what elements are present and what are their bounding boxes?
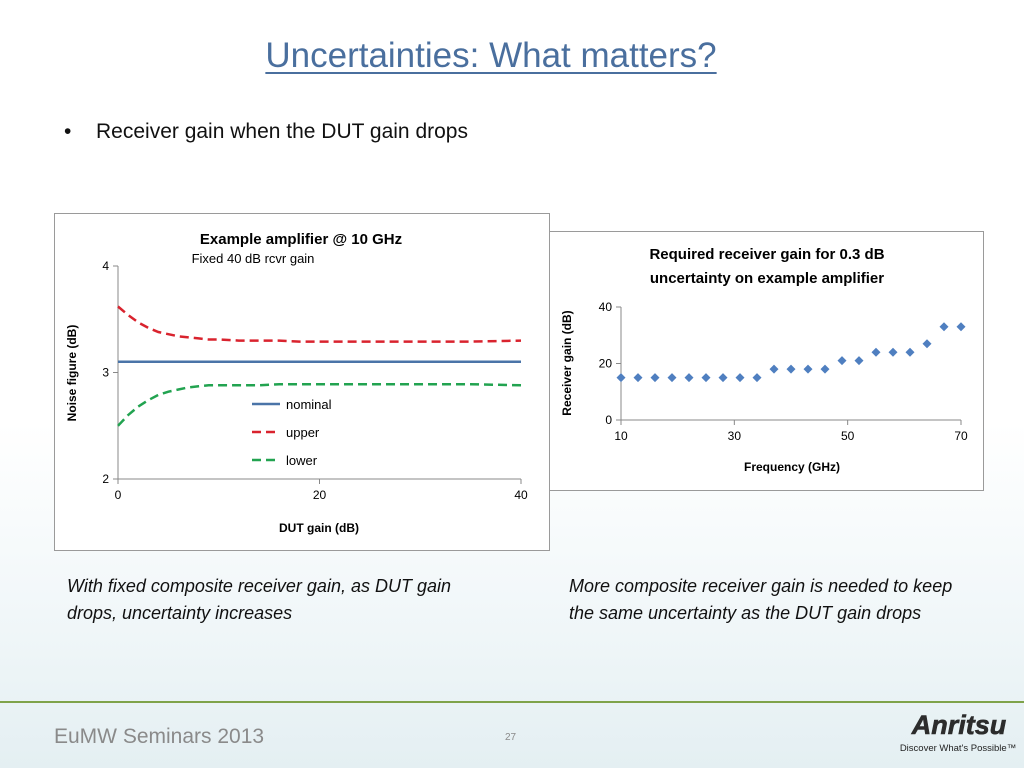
chart2-title-line-2: uncertainty on example amplifier bbox=[650, 270, 884, 287]
data-point-marker bbox=[939, 322, 949, 332]
slide-title: Uncertainties: What matters? bbox=[265, 36, 717, 75]
data-point-marker bbox=[769, 364, 779, 374]
chart1-y-tick-label: 2 bbox=[102, 472, 109, 486]
chart2-title-line-1: Required receiver gain for 0.3 dB bbox=[649, 246, 884, 263]
data-point-marker bbox=[616, 373, 626, 383]
caption-left: With fixed composite receiver gain, as D… bbox=[67, 576, 451, 623]
chart-noise-figure: Example amplifier @ 10 GHz Fixed 40 dB r… bbox=[54, 213, 550, 551]
data-point-marker bbox=[650, 373, 660, 383]
caption-right: More composite receiver gain is needed t… bbox=[569, 576, 953, 623]
data-point-marker bbox=[701, 373, 711, 383]
data-point-marker bbox=[735, 373, 745, 383]
logo-tagline: Discover What's Possible™ bbox=[900, 743, 1016, 754]
legend-label-lower: lower bbox=[286, 453, 318, 468]
data-point-marker bbox=[633, 373, 643, 383]
footer-divider bbox=[0, 701, 1024, 703]
data-point-marker bbox=[905, 347, 915, 357]
chart1-title: Example amplifier @ 10 GHz bbox=[200, 231, 402, 248]
chart-noise-figure-svg: Example amplifier @ 10 GHz Fixed 40 dB r… bbox=[65, 231, 528, 535]
chart2-xlabel: Frequency (GHz) bbox=[744, 460, 840, 474]
chart1-subtitle: Fixed 40 dB rcvr gain bbox=[192, 251, 315, 266]
chart1-y-tick-label: 4 bbox=[102, 259, 109, 273]
chart2-y-tick-label: 40 bbox=[599, 300, 613, 314]
bullet-icon: • bbox=[64, 120, 72, 143]
bullet-text: Receiver gain when the DUT gain drops bbox=[96, 120, 468, 143]
bullet-item: • Receiver gain when the DUT gain drops bbox=[64, 120, 468, 144]
data-point-marker bbox=[956, 322, 966, 332]
data-point-marker bbox=[667, 373, 677, 383]
chart2-y-tick-label: 20 bbox=[599, 357, 613, 371]
legend-label-upper: upper bbox=[286, 425, 320, 440]
chart1-ylabel: Noise figure (dB) bbox=[65, 325, 79, 422]
series-line-upper bbox=[117, 305, 522, 343]
data-point-marker bbox=[684, 373, 694, 383]
logo-wordmark: Anritsu bbox=[911, 710, 1007, 740]
anritsu-logo: Anritsu Discover What's Possible™ bbox=[900, 710, 1016, 754]
legend-label-nominal: nominal bbox=[286, 397, 332, 412]
chart2-y-tick-label: 0 bbox=[605, 413, 612, 427]
chart-receiver-gain-svg: Required receiver gain for 0.3 dB uncert… bbox=[560, 246, 968, 474]
chart1-x-tick-label: 20 bbox=[313, 488, 327, 502]
data-point-marker bbox=[871, 347, 881, 357]
footer-text: EuMW Seminars 2013 bbox=[54, 725, 265, 748]
chart2-x-tick-label: 50 bbox=[841, 429, 855, 443]
chart1-x-tick-label: 0 bbox=[115, 488, 122, 502]
data-point-marker bbox=[786, 364, 796, 374]
data-point-marker bbox=[752, 373, 762, 383]
data-point-marker bbox=[837, 356, 847, 366]
data-point-marker bbox=[820, 364, 830, 374]
data-point-marker bbox=[718, 373, 728, 383]
chart-receiver-gain: Required receiver gain for 0.3 dB uncert… bbox=[549, 231, 984, 491]
chart2-x-tick-label: 70 bbox=[954, 429, 968, 443]
chart1-y-tick-label: 3 bbox=[102, 366, 109, 380]
page-number: 27 bbox=[505, 732, 517, 743]
chart1-x-tick-label: 40 bbox=[514, 488, 528, 502]
chart2-x-tick-label: 30 bbox=[728, 429, 742, 443]
data-point-marker bbox=[922, 339, 932, 349]
series-line-lower bbox=[117, 382, 522, 427]
data-point-marker bbox=[854, 356, 864, 366]
chart1-xlabel: DUT gain (dB) bbox=[279, 521, 359, 535]
chart2-x-tick-label: 10 bbox=[614, 429, 628, 443]
chart2-ylabel: Receiver gain (dB) bbox=[560, 310, 574, 415]
data-point-marker bbox=[803, 364, 813, 374]
data-point-marker bbox=[888, 347, 898, 357]
